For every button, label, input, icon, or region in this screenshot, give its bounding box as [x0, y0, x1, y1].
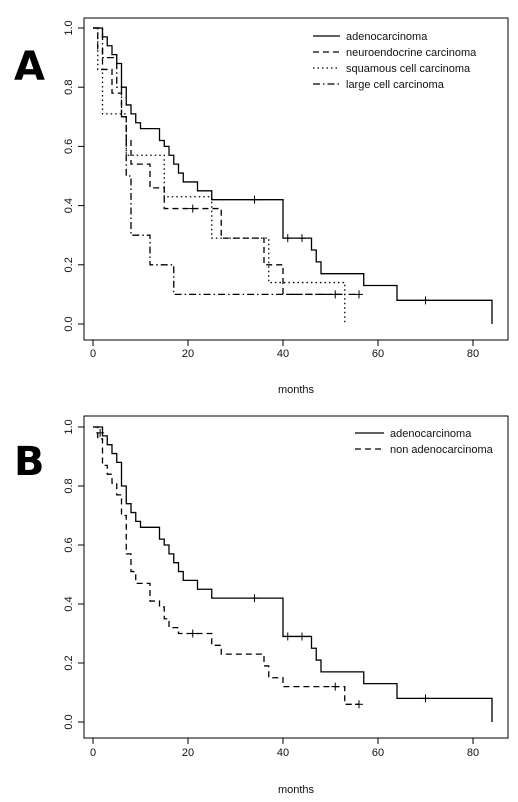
censor-mark	[298, 632, 306, 641]
series-line-neuroendocrine-carcinoma	[93, 27, 345, 296]
panel-a: A 0.0 0.2 0.4 0.6 0.8 1.0 0 20 40 60 80 months ad…	[14, 17, 509, 396]
x-tick-label: 20	[182, 348, 194, 360]
panel-a-plot-frame	[83, 17, 509, 341]
legend-label: large cell carcinoma	[346, 79, 445, 91]
y-tick-label: 0.2	[63, 257, 75, 272]
y-tick-label: 0.6	[63, 139, 75, 154]
censor-mark	[421, 296, 430, 305]
legend-label: squamous cell carcinoma	[346, 63, 471, 75]
legend-label: non adenocarcinoma	[390, 444, 494, 456]
series-line-adenocarcinoma	[93, 426, 493, 722]
series-line-non-adenocarcinoma	[93, 426, 359, 705]
series-line-large-cell-carcinoma	[93, 27, 359, 296]
x-tick-label: 40	[277, 747, 289, 759]
panel-b: B 0.0 0.2 0.4 0.6 0.8 1.0 0 20 40 60 80 months ad…	[14, 415, 509, 796]
censor-mark	[298, 234, 306, 243]
y-tick-label: 0.2	[63, 655, 75, 670]
censor-mark	[355, 700, 363, 709]
panel-b-label: B	[14, 439, 45, 485]
panel-b-x-axis: 0 20 40 60 80	[90, 738, 479, 759]
series-line-squamous-cell-carcinoma	[93, 27, 346, 324]
panel-a-series	[93, 27, 493, 324]
censor-mark	[188, 629, 197, 638]
x-tick-label: 0	[90, 747, 96, 759]
panel-a-label: A	[14, 44, 45, 90]
x-tick-label: 40	[277, 348, 289, 360]
y-tick-label: 1.0	[63, 20, 75, 35]
panel-b-legend: adenocarcinoma non adenocarcinoma	[355, 428, 494, 456]
legend-label: neuroendocrine carcinoma	[346, 47, 477, 59]
y-tick-label: 1.0	[63, 419, 75, 434]
y-tick-label: 0.4	[63, 596, 75, 611]
x-tick-label: 60	[372, 348, 384, 360]
panel-b-x-axis-label: months	[278, 784, 315, 796]
legend-label: adenocarcinoma	[390, 428, 472, 440]
x-tick-label: 60	[372, 747, 384, 759]
censor-mark	[355, 290, 363, 299]
y-tick-label: 0.6	[63, 537, 75, 552]
censor-mark	[250, 195, 259, 204]
panel-b-series	[93, 426, 493, 722]
panel-a-x-axis-label: months	[278, 384, 315, 396]
panel-b-y-axis: 0.0 0.2 0.4 0.6 0.8 1.0	[63, 419, 84, 730]
legend-label: adenocarcinoma	[346, 31, 428, 43]
censor-mark	[283, 234, 292, 243]
panel-a-legend: adenocarcinoma neuroendocrine carcinoma sq…	[313, 31, 477, 91]
y-tick-label: 0.8	[63, 478, 75, 493]
y-tick-label: 0.0	[63, 714, 75, 729]
censor-mark	[421, 694, 430, 703]
censor-mark	[250, 594, 259, 603]
panel-a-x-axis: 0 20 40 60 80	[90, 340, 479, 360]
censor-mark	[283, 632, 292, 641]
x-tick-label: 20	[182, 747, 194, 759]
y-tick-label: 0.4	[63, 198, 75, 213]
censor-mark	[188, 204, 197, 213]
x-tick-label: 80	[467, 747, 479, 759]
y-tick-label: 0.8	[63, 80, 75, 95]
y-tick-label: 0.0	[63, 316, 75, 331]
panel-b-plot-frame	[83, 415, 509, 739]
censor-mark	[331, 682, 340, 691]
x-tick-label: 80	[467, 348, 479, 360]
x-tick-label: 0	[90, 348, 96, 360]
panel-a-y-axis: 0.0 0.2 0.4 0.6 0.8 1.0	[63, 20, 84, 332]
